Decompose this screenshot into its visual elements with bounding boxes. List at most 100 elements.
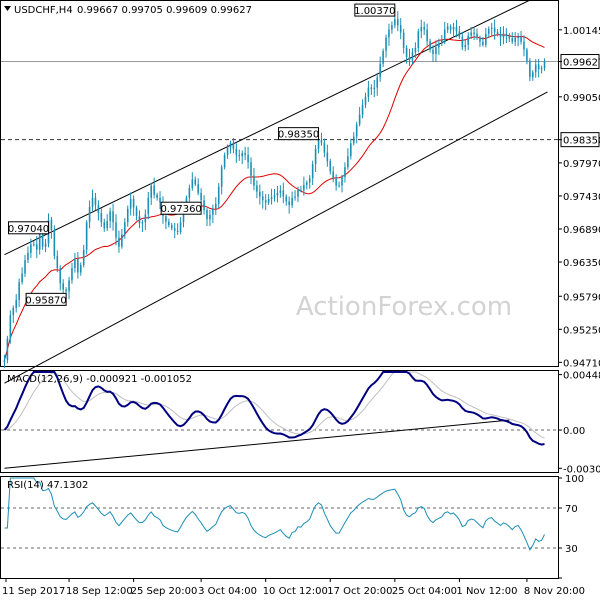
candle-body: [170, 225, 173, 229]
candle-body: [44, 243, 47, 247]
candle-body: [12, 307, 15, 316]
candle-body: [191, 179, 194, 188]
candle-body: [429, 41, 431, 50]
candle-body: [329, 161, 332, 172]
candle-body: [165, 216, 167, 222]
candle-body: [244, 153, 246, 155]
candle-body: [220, 167, 223, 187]
candle-body: [79, 265, 82, 273]
macd-tick-label: 0.004489: [563, 371, 600, 382]
candle-body: [479, 37, 481, 42]
price-grid: [1, 61, 558, 141]
candle-body: [461, 36, 464, 48]
candle-body: [85, 222, 88, 250]
candle-body: [206, 210, 208, 220]
candle-body: [537, 64, 540, 70]
time-tick-label: 17 Oct 20:00: [327, 586, 392, 597]
candle-body: [241, 153, 244, 157]
candle-body: [24, 260, 26, 274]
candle-body: [502, 33, 505, 38]
candle-body: [56, 255, 59, 269]
candle-body: [150, 185, 153, 198]
candle-body: [455, 27, 458, 32]
candle-body: [3, 359, 6, 363]
candle-body: [27, 252, 29, 261]
candle-body: [209, 214, 211, 220]
price-panel-frame: [0, 0, 559, 367]
candle-body: [6, 338, 9, 360]
price-tick-label: 0.99627: [563, 58, 600, 69]
candle-body: [396, 19, 399, 26]
candle-body: [141, 222, 144, 224]
candle-body: [385, 37, 387, 51]
annotation-box: [354, 3, 396, 17]
candle-body: [511, 38, 514, 42]
candle-body: [197, 184, 199, 193]
candle-body: [9, 315, 12, 339]
candle-body: [490, 27, 493, 29]
candles: [3, 11, 546, 368]
ma-line: [4, 34, 545, 361]
candle-body: [405, 47, 408, 58]
candle-body: [314, 148, 317, 165]
annotation-box: [278, 127, 320, 141]
candle-body: [203, 200, 205, 210]
price-tick-label: 0.98350: [563, 136, 600, 147]
candle-body: [256, 185, 258, 192]
candle-body: [452, 27, 455, 30]
candle-body: [350, 143, 352, 157]
candle-body: [109, 211, 111, 222]
candle-body: [308, 178, 311, 183]
candle-body: [118, 237, 120, 247]
candle-body: [194, 179, 197, 185]
candle-body: [426, 29, 428, 42]
candle-body: [112, 211, 114, 223]
candle-body: [523, 41, 525, 50]
candle-body: [103, 222, 106, 229]
price-channel-lines: [4, 0, 548, 384]
candle-body: [35, 244, 38, 250]
rsi-axis: 100 70 30: [558, 474, 584, 579]
candle-body: [361, 104, 364, 115]
candle-body: [15, 299, 18, 308]
candle-body: [446, 26, 449, 30]
candle-body: [485, 33, 487, 45]
collapse-arrow-icon[interactable]: [4, 6, 11, 11]
price-annotations: 1.00370 0.98350 0.97040 0.97360 0.95870: [8, 3, 396, 306]
annotation-label: 0.97360: [160, 204, 201, 215]
candle-body: [173, 228, 176, 231]
macd-panel-frame: [0, 370, 559, 473]
candle-body: [82, 249, 85, 266]
macd-tick-label: 0.00: [563, 426, 585, 437]
candle-body: [326, 152, 329, 162]
candle-body: [300, 189, 302, 191]
annotation-label: 0.98350: [278, 130, 319, 141]
candle-body: [276, 192, 279, 196]
candle-body: [285, 196, 288, 202]
candle-body: [176, 230, 179, 233]
annotation-box: [160, 201, 202, 215]
candle-body: [33, 244, 35, 246]
channel-line: [4, 0, 532, 256]
rsi-tick-label: 70: [565, 504, 578, 515]
time-tick-label: 11 Sep 2017: [2, 586, 65, 597]
rsi-tick-label: 30: [565, 544, 578, 555]
candle-body: [543, 60, 546, 69]
candle-body: [540, 68, 543, 70]
macd-signal-line: [4, 371, 545, 439]
candle-body: [100, 213, 103, 223]
candle-body: [394, 19, 396, 26]
annotation-label: 0.95870: [25, 295, 66, 306]
candle-body: [156, 194, 158, 198]
candle-body: [458, 31, 461, 37]
candle-body: [367, 87, 370, 97]
candle-body: [388, 29, 390, 38]
candle-body: [159, 197, 161, 203]
candle-body: [71, 268, 73, 281]
candle-body: [253, 175, 255, 186]
candle-body: [520, 36, 522, 42]
